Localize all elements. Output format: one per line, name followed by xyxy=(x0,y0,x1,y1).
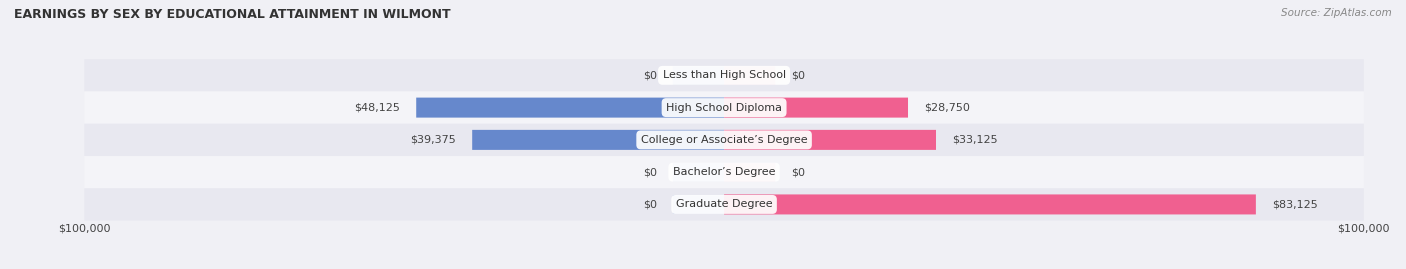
FancyBboxPatch shape xyxy=(84,156,1364,188)
FancyBboxPatch shape xyxy=(84,59,1364,91)
FancyBboxPatch shape xyxy=(472,130,724,150)
Text: $39,375: $39,375 xyxy=(411,135,456,145)
Text: Source: ZipAtlas.com: Source: ZipAtlas.com xyxy=(1281,8,1392,18)
FancyBboxPatch shape xyxy=(84,188,1364,221)
Text: $0: $0 xyxy=(792,167,806,177)
FancyBboxPatch shape xyxy=(724,163,775,181)
Text: $33,125: $33,125 xyxy=(952,135,998,145)
FancyBboxPatch shape xyxy=(724,130,936,150)
FancyBboxPatch shape xyxy=(673,163,724,181)
Text: High School Diploma: High School Diploma xyxy=(666,102,782,113)
Text: $28,750: $28,750 xyxy=(924,102,970,113)
Text: $48,125: $48,125 xyxy=(354,102,401,113)
FancyBboxPatch shape xyxy=(84,124,1364,156)
Text: $0: $0 xyxy=(792,70,806,80)
Text: College or Associate’s Degree: College or Associate’s Degree xyxy=(641,135,807,145)
FancyBboxPatch shape xyxy=(724,98,908,118)
Text: $83,125: $83,125 xyxy=(1272,199,1317,210)
Text: Graduate Degree: Graduate Degree xyxy=(676,199,772,210)
FancyBboxPatch shape xyxy=(673,66,724,84)
Text: Bachelor’s Degree: Bachelor’s Degree xyxy=(673,167,775,177)
FancyBboxPatch shape xyxy=(416,98,724,118)
FancyBboxPatch shape xyxy=(673,196,724,213)
Text: Less than High School: Less than High School xyxy=(662,70,786,80)
Text: $0: $0 xyxy=(643,199,657,210)
FancyBboxPatch shape xyxy=(724,194,1256,214)
Text: $0: $0 xyxy=(643,167,657,177)
Text: $0: $0 xyxy=(643,70,657,80)
FancyBboxPatch shape xyxy=(724,66,775,84)
FancyBboxPatch shape xyxy=(84,91,1364,124)
Text: EARNINGS BY SEX BY EDUCATIONAL ATTAINMENT IN WILMONT: EARNINGS BY SEX BY EDUCATIONAL ATTAINMEN… xyxy=(14,8,451,21)
